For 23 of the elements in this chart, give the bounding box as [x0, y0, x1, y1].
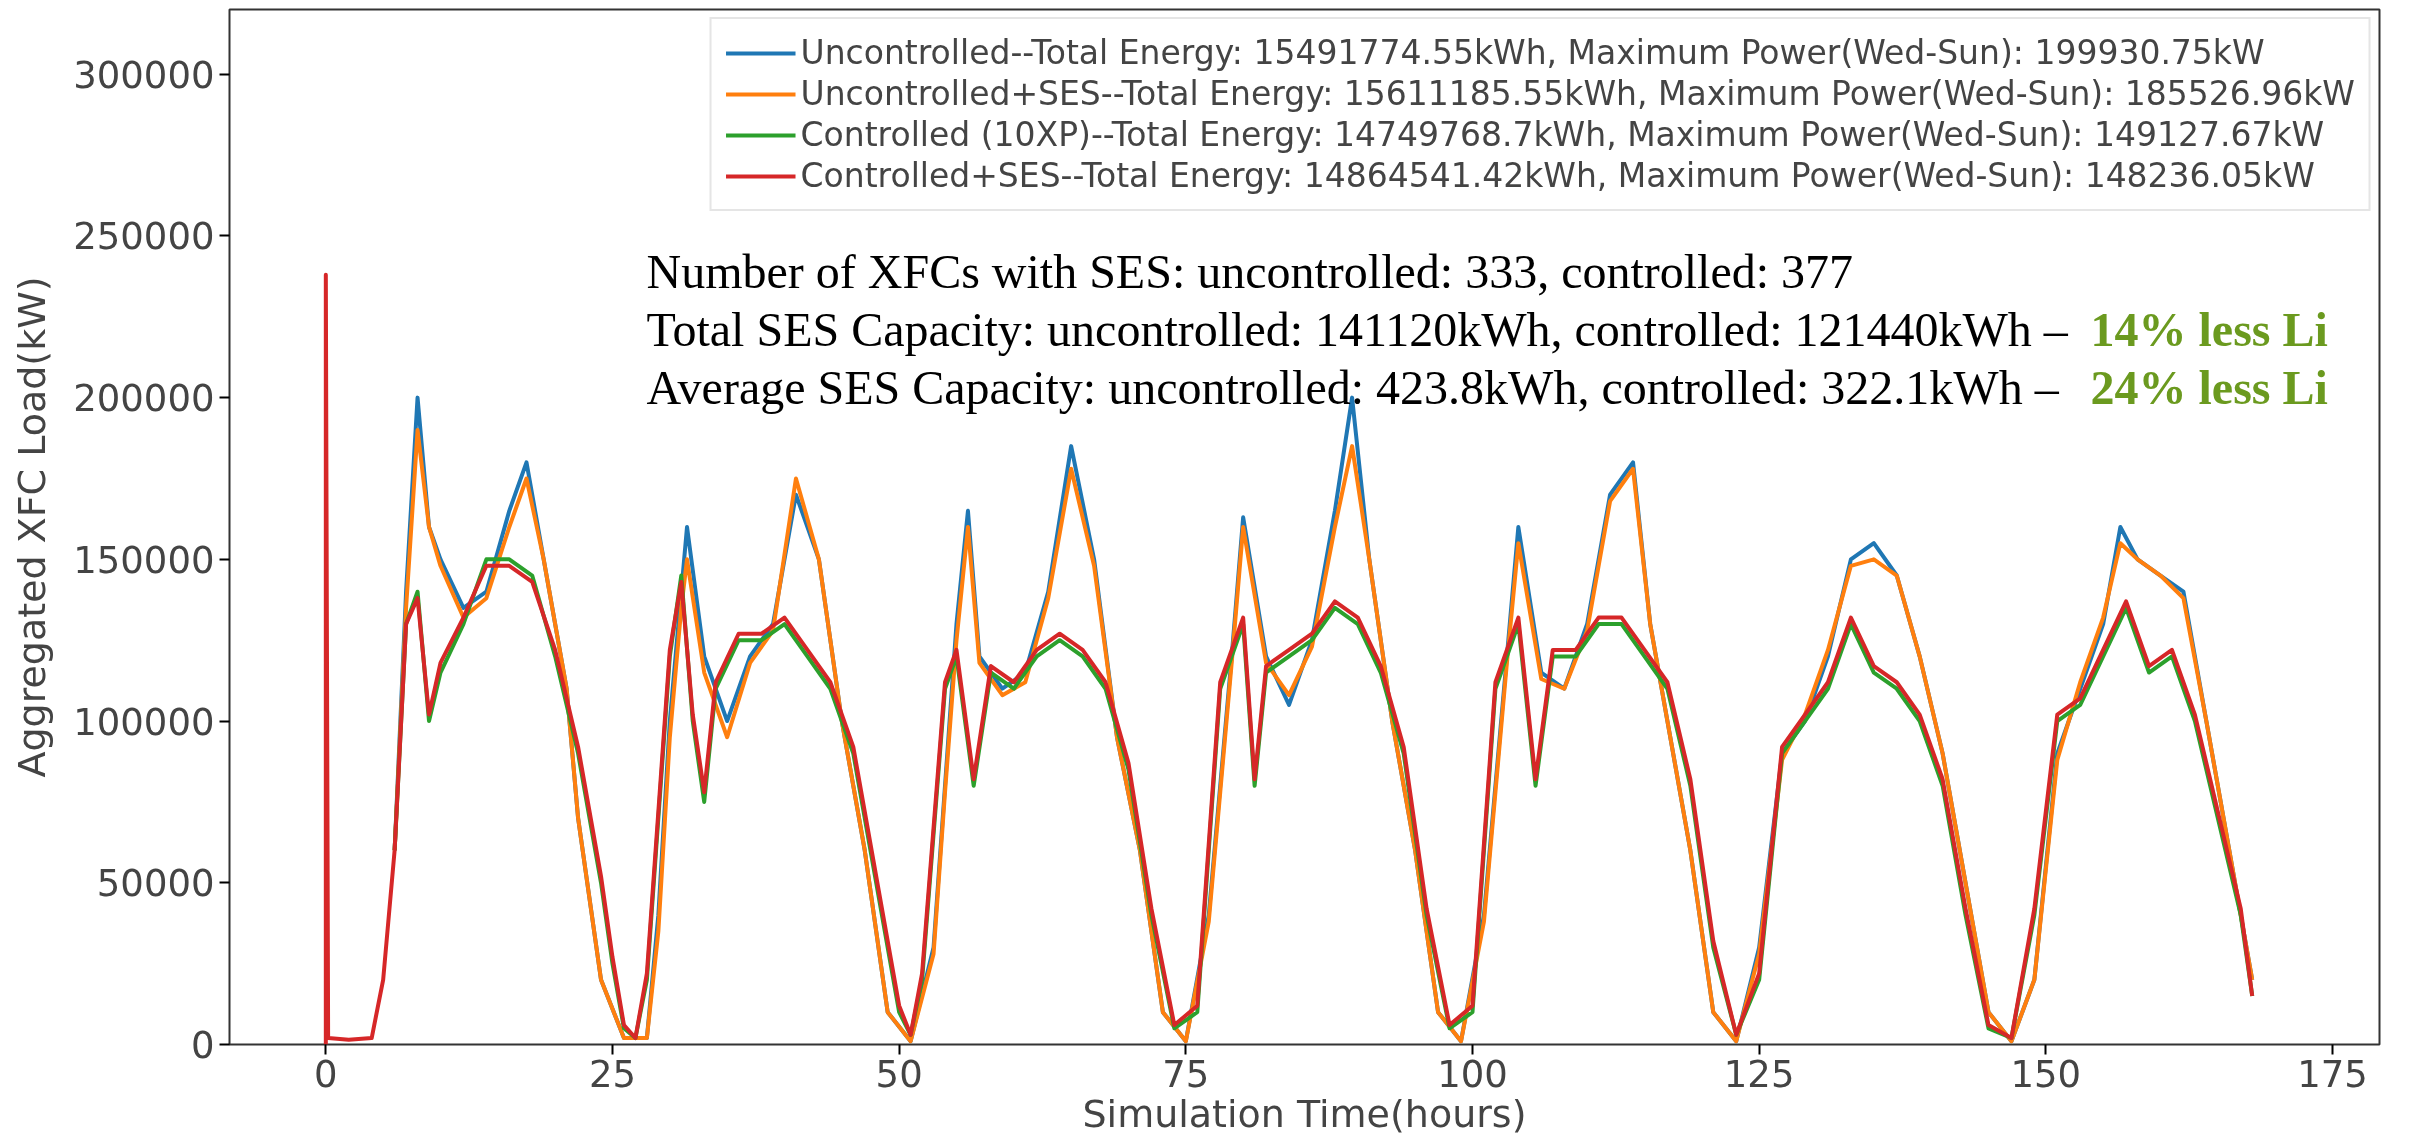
annotation: 14% less Li — [2090, 303, 2328, 357]
y-tick-label: 250000 — [73, 215, 215, 259]
y-tick-label: 150000 — [73, 538, 215, 582]
y-tick-label: 200000 — [73, 377, 215, 421]
legend-label: Uncontrolled--Total Energy: 15491774.55kWh, Maximum Power(Wed-Sun): 199930.75kW — [800, 33, 2265, 72]
annotation: Number of XFCs with SES: uncontrolled: 333, controlled: 377 — [646, 244, 1854, 298]
annotation: Total SES Capacity: uncontrolled: 141120kWh, controlled: 121440kWh – — [646, 303, 2069, 357]
x-tick-label: 50 — [875, 1052, 923, 1096]
y-tick-label: 100000 — [73, 700, 215, 744]
x-tick-label: 125 — [1723, 1052, 1795, 1096]
x-tick-label: 150 — [2010, 1052, 2082, 1096]
y-tick-label: 50000 — [96, 862, 215, 906]
legend-label: Controlled (10XP)--Total Energy: 14749768.7kWh, Maximum Power(Wed-Sun): 149127.67kW — [800, 115, 2325, 154]
legend-label: Controlled+SES--Total Energy: 14864541.42kWh, Maximum Power(Wed-Sun): 148236.05kW — [800, 156, 2315, 195]
legend-label: Uncontrolled+SES--Total Energy: 15611185.55kWh, Maximum Power(Wed-Sun): 185526.96kW — [800, 74, 2355, 113]
annotation: 24% less Li — [2090, 361, 2328, 415]
y-axis-title: Aggregated XFC Load(kW) — [10, 276, 55, 778]
y-tick-label: 0 — [190, 1024, 215, 1067]
y-tick-label: 300000 — [73, 53, 215, 97]
x-tick-label: 0 — [314, 1052, 338, 1096]
annotation: Average SES Capacity: uncontrolled: 423.8kWh, controlled: 322.1kWh – — [646, 361, 2060, 415]
x-tick-label: 175 — [2297, 1052, 2368, 1096]
x-tick-label: 25 — [588, 1052, 637, 1096]
